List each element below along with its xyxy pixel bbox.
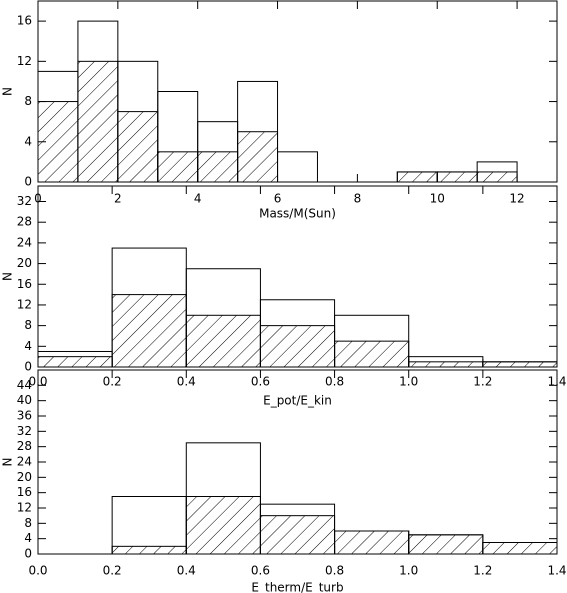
bar [482,361,558,368]
x-axis-label: Mass/M(Sun) [259,207,336,221]
bar [185,314,261,368]
x-tick-label: 1.2 [473,375,492,389]
y-tick-label: 32 [17,194,32,208]
y-tick-label: 0 [24,175,32,189]
bar [482,542,558,555]
x-tick-label: 2 [114,192,122,206]
y-tick-label: 12 [17,54,32,68]
bar [111,294,187,368]
x-tick-label: 0.2 [103,375,122,389]
y-axis-label: N [1,458,15,467]
y-tick-label: 40 [17,393,32,407]
y-tick-label: 4 [24,531,32,545]
y-tick-label: 16 [17,277,32,291]
x-tick-label: 12 [509,192,524,206]
bar [396,171,438,183]
y-tick-label: 24 [17,235,32,249]
x-tick-label: 0.8 [325,564,344,578]
bar [237,131,279,183]
x-tick-label: 1.0 [399,564,418,578]
x-tick-label: 0.8 [325,375,344,389]
x-tick-label: 0.0 [28,564,47,578]
x-tick-label: 1.2 [473,564,492,578]
y-tick-label: 20 [17,470,32,484]
x-tick-label: 0.2 [103,564,122,578]
y-tick-label: 16 [17,485,32,499]
bar [436,171,478,183]
y-tick-label: 44 [17,378,32,392]
bar [197,151,239,183]
y-tick-label: 28 [17,215,32,229]
bar [476,171,518,183]
y-axis-label: N [1,87,15,96]
bar [408,361,484,368]
y-axis-label: N [1,272,15,281]
x-tick-label: 0.6 [251,564,270,578]
y-tick-label: 36 [17,409,32,423]
y-tick-label: 8 [24,318,32,332]
x-tick-label: 10 [430,192,445,206]
bar [408,534,484,555]
bar [277,151,318,183]
x-axis-label: E_therm/E_turb [251,581,343,593]
x-axis-label: E_pot/E_kin [263,394,332,408]
bar [259,325,336,368]
bar [334,530,410,555]
y-tick-label: 20 [17,256,32,270]
bar [111,545,187,555]
y-tick-label: 12 [17,297,32,311]
y-tick-label: 24 [17,455,32,469]
y-tick-label: 0 [24,547,32,561]
bar [77,60,119,183]
plot-frame [37,185,558,368]
x-tick-label: 1.0 [399,375,418,389]
x-tick-label: 0.4 [177,375,196,389]
x-tick-label: 8 [354,192,362,206]
x-tick-label: 1.4 [547,564,566,578]
y-tick-label: 0 [24,360,32,374]
bar [117,111,159,183]
bar [334,340,410,368]
bar [259,515,336,555]
x-tick-label: 0.6 [251,375,270,389]
y-tick-label: 12 [17,501,32,515]
bar [111,496,187,555]
y-tick-label: 8 [24,94,32,108]
bar [37,356,113,368]
y-tick-label: 32 [17,424,32,438]
y-tick-label: 16 [17,14,32,28]
bar [185,496,261,555]
x-tick-label: 4 [194,192,202,206]
y-tick-label: 28 [17,439,32,453]
x-tick-label: 6 [274,192,282,206]
y-tick-label: 4 [24,134,32,148]
bar [157,151,199,183]
plot-frame [37,0,558,183]
y-tick-label: 8 [24,516,32,530]
y-tick-label: 4 [24,339,32,353]
x-tick-label: 0.4 [177,564,196,578]
